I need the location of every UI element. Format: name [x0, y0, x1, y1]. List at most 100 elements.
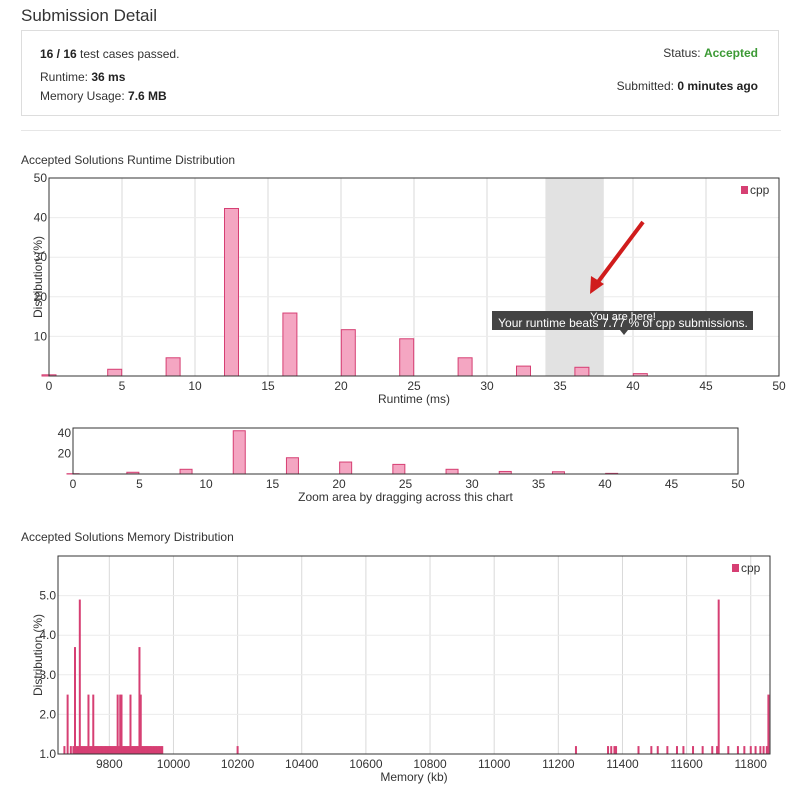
- bar: [650, 746, 653, 754]
- bar: [716, 746, 719, 754]
- status-badge[interactable]: Accepted: [703, 46, 758, 60]
- y-tick-label: 10: [34, 329, 48, 343]
- runtime-zoom-navigator[interactable]: 0 5 10 15 20 25 30 35 40 45 50 20 40 Zoom area by dra…: [0, 420, 801, 510]
- bar: [749, 746, 752, 754]
- bar: [666, 746, 669, 754]
- x-tick-label: 25: [399, 477, 413, 491]
- bar: [77, 746, 80, 754]
- bar: [607, 746, 610, 754]
- y-tick-label: 4.0: [39, 628, 56, 642]
- status-label: Status:: [663, 46, 704, 60]
- bar: [637, 746, 640, 754]
- bar: [99, 746, 102, 754]
- bar: [98, 746, 101, 754]
- bar: [133, 746, 136, 754]
- bar: [143, 746, 146, 754]
- memory-value: 7.6 MB: [128, 89, 167, 103]
- bar: [399, 338, 415, 377]
- bar: [743, 746, 746, 754]
- bar: [84, 746, 87, 754]
- runtime-value: 36 ms: [91, 70, 126, 84]
- x-tick-label: 10400: [285, 757, 319, 771]
- bar: [81, 746, 84, 754]
- memory-line: Memory Usage: 7.6 MB: [40, 89, 167, 103]
- x-tick-label: 20: [334, 379, 348, 393]
- x-tick-label: 11200: [542, 757, 575, 771]
- bar: [711, 746, 714, 754]
- bar: [159, 746, 162, 754]
- highlight-band: [545, 178, 604, 376]
- bar: [727, 746, 730, 754]
- x-tick-label: 10: [199, 477, 213, 491]
- bar: [141, 746, 144, 754]
- bar: [105, 746, 108, 754]
- x-tick-label: 45: [699, 379, 713, 393]
- bar: [107, 746, 110, 754]
- bar: [445, 468, 459, 475]
- x-tick-label: 15: [261, 379, 275, 393]
- bar: [701, 746, 704, 754]
- tooltip-title: You are here!: [590, 311, 656, 323]
- tooltip-pointer: [620, 330, 628, 335]
- x-tick-label: 10: [188, 379, 202, 393]
- y-tick-label: 20: [34, 290, 48, 304]
- x-tick-label: 30: [465, 477, 479, 491]
- x-tick-label: 0: [70, 477, 77, 491]
- bar: [115, 746, 118, 754]
- bar: [97, 746, 100, 754]
- test-cases-suffix: test cases passed.: [76, 47, 180, 61]
- x-tick-label: 25: [407, 379, 421, 393]
- bar: [93, 746, 96, 754]
- bar: [165, 357, 181, 377]
- x-axis-label: Memory (kb): [380, 770, 447, 784]
- bar: [134, 746, 137, 754]
- bar: [106, 746, 109, 754]
- memory-section-title: Accepted Solutions Memory Distribution: [21, 530, 234, 544]
- bar: [759, 746, 762, 754]
- bar: [119, 694, 122, 754]
- bar: [285, 457, 299, 475]
- runtime-distribution-chart[interactable]: 0 5 10 15 20 25 30 35 40 45 50 10 20 30 40 50 Runtime (m…: [0, 170, 801, 410]
- bar: [110, 746, 113, 754]
- bar: [615, 746, 618, 754]
- bar: [574, 366, 590, 377]
- y-tick-label: 20: [58, 447, 72, 461]
- submitted-label: Submitted:: [616, 79, 678, 93]
- bar: [85, 746, 88, 754]
- bar: [112, 746, 115, 754]
- bar: [340, 329, 356, 377]
- bar: [224, 207, 239, 377]
- bar: [158, 746, 161, 754]
- bar: [78, 599, 81, 754]
- y-tick-label: 50: [34, 171, 48, 185]
- bar: [692, 746, 695, 754]
- bar: [101, 746, 104, 754]
- bar: [153, 746, 156, 754]
- test-cases-line: 16 / 16 test cases passed.: [40, 47, 179, 61]
- bar: [161, 746, 164, 754]
- legend-label: cpp: [741, 561, 761, 575]
- x-tick-label: 10800: [413, 757, 447, 771]
- bar: [138, 647, 141, 754]
- bar: [94, 746, 97, 754]
- x-tick-label: 11400: [606, 757, 639, 771]
- legend-label: cpp: [750, 183, 770, 197]
- bar: [124, 746, 127, 754]
- bar: [610, 746, 613, 754]
- bar: [125, 746, 128, 754]
- bar: [144, 746, 147, 754]
- memory-label: Memory Usage:: [40, 89, 129, 103]
- bar: [135, 746, 138, 754]
- bar: [123, 746, 126, 754]
- bar: [129, 694, 132, 754]
- tooltip-box: [492, 311, 753, 330]
- bar: [457, 357, 473, 377]
- bar: [574, 746, 577, 754]
- bar: [103, 746, 106, 754]
- y-tick-label: 1.0: [39, 747, 56, 761]
- bar: [107, 368, 123, 377]
- page-title: Submission Detail: [21, 6, 158, 25]
- x-tick-label: 9800: [96, 757, 123, 771]
- memory-distribution-chart[interactable]: 9800 10000 10200 10400 10600 10800 11000 11200 1…: [0, 548, 801, 785]
- bar: [116, 694, 119, 754]
